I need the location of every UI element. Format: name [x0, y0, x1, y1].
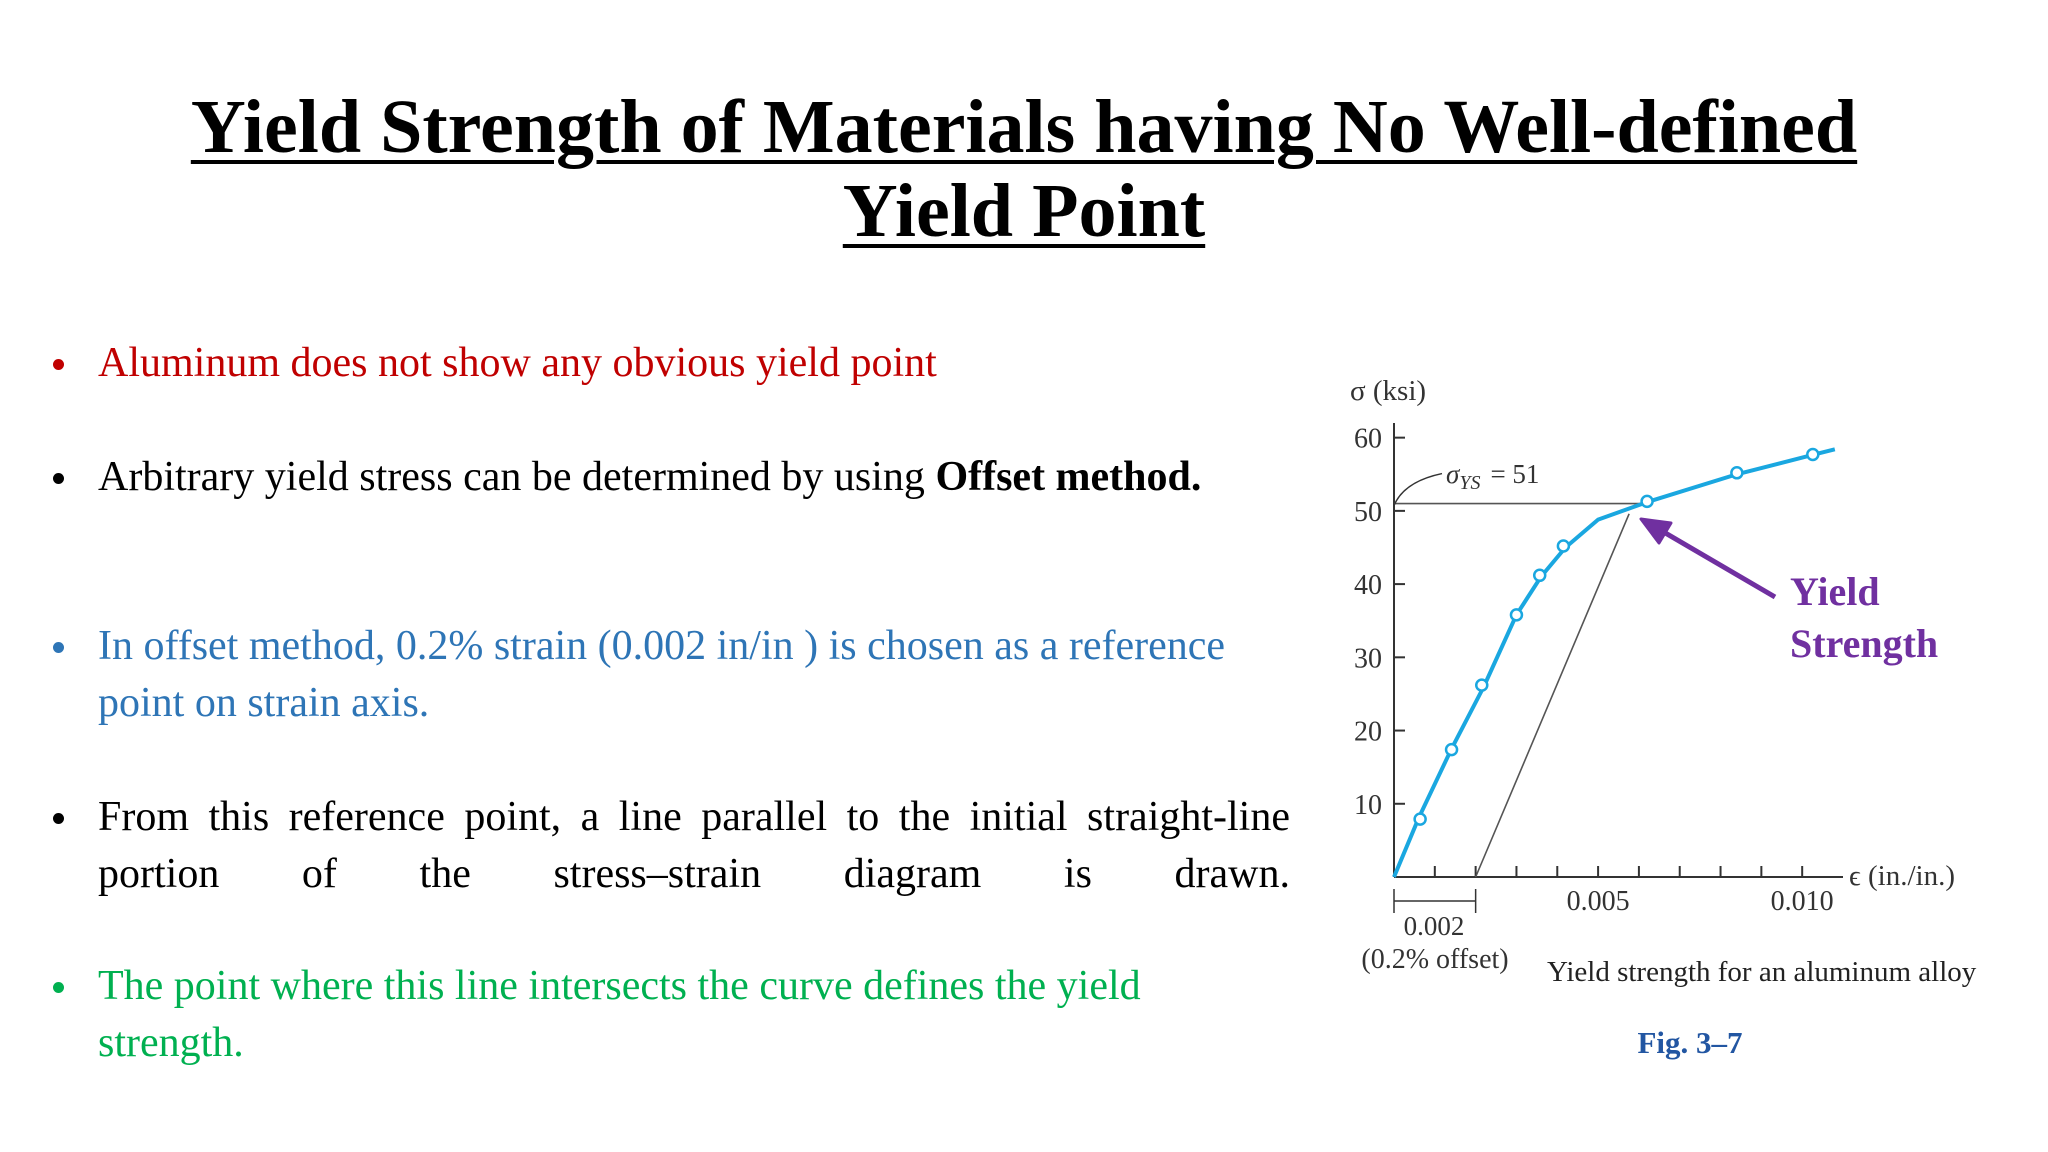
bullet: From this reference point, a line parall… [53, 789, 1290, 903]
bullet-text: From this reference point, a line parall… [98, 794, 1290, 897]
y-tick-label: 40 [1354, 570, 1382, 601]
bullet-dot [53, 642, 64, 653]
bullet-dot [53, 473, 64, 484]
data-point [1509, 608, 1524, 622]
data-point [1806, 447, 1820, 462]
data-point [1532, 568, 1547, 583]
bullet: Arbitrary yield stress can be determined… [53, 449, 1290, 506]
bullet-dot [53, 359, 64, 370]
y-tick-label: 50 [1354, 497, 1382, 528]
data-point [1640, 494, 1654, 509]
bullet: The point where this line intersects the… [53, 958, 1290, 1072]
callout-text: Yield [1790, 569, 1880, 614]
stress-strain-curve [1392, 447, 1836, 878]
y-tick-label: 60 [1354, 424, 1382, 455]
bullet-text: Arbitrary yield stress can be determined… [98, 454, 936, 500]
y-tick-label: 10 [1354, 790, 1382, 821]
x-tick-label: 0.010 [1771, 886, 1834, 917]
yield-label: σYS = 51 [1446, 459, 1539, 494]
callout-arrowhead [1639, 517, 1673, 545]
callout-arrow [1648, 521, 1777, 600]
x-tick-label: 0.005 [1567, 886, 1630, 917]
y-axis-label: σ (ksi) [1350, 375, 1426, 407]
y-tick-label: 30 [1354, 643, 1382, 674]
bullet-text: Aluminum does not show any obvious yield… [98, 340, 937, 386]
bullet-text: Offset method. [935, 454, 1202, 500]
caption: Yield strength for an aluminum alloy [1547, 956, 1977, 988]
bullet-text: The point where this line intersects the… [98, 963, 1141, 1066]
offset-label: 0.002 [1404, 911, 1465, 941]
guide-line [1474, 513, 1630, 878]
slide-title: Yield Strength of Materials having No We… [190, 85, 1858, 169]
bullet-dot [53, 982, 64, 993]
yield-symbol: σ [1446, 459, 1461, 489]
data-point [1730, 466, 1744, 480]
data-point [1556, 539, 1571, 553]
bullet-dot [53, 813, 64, 824]
callout-text: Strength [1790, 621, 1938, 666]
bullet: In offset method, 0.2% strain (0.002 in/… [53, 618, 1290, 732]
bullet-text: In offset method, 0.2% strain (0.002 in/… [98, 623, 1226, 726]
yield-eq: = 51 [1490, 459, 1539, 489]
y-tick-label: 20 [1354, 717, 1382, 748]
data-point [1413, 812, 1427, 826]
slide-title: Yield Point [842, 169, 1206, 253]
data-point [1475, 678, 1489, 692]
data-point [1444, 742, 1459, 757]
offset-note: (0.2% offset) [1361, 944, 1508, 975]
bullet: Aluminum does not show any obvious yield… [53, 335, 1290, 392]
figure-label: Fig. 3–7 [1637, 1025, 1742, 1060]
leader-line [1393, 472, 1443, 506]
x-axis-label: ϵ (in./in.) [1849, 860, 1955, 892]
yield-sub: YS [1459, 472, 1480, 494]
